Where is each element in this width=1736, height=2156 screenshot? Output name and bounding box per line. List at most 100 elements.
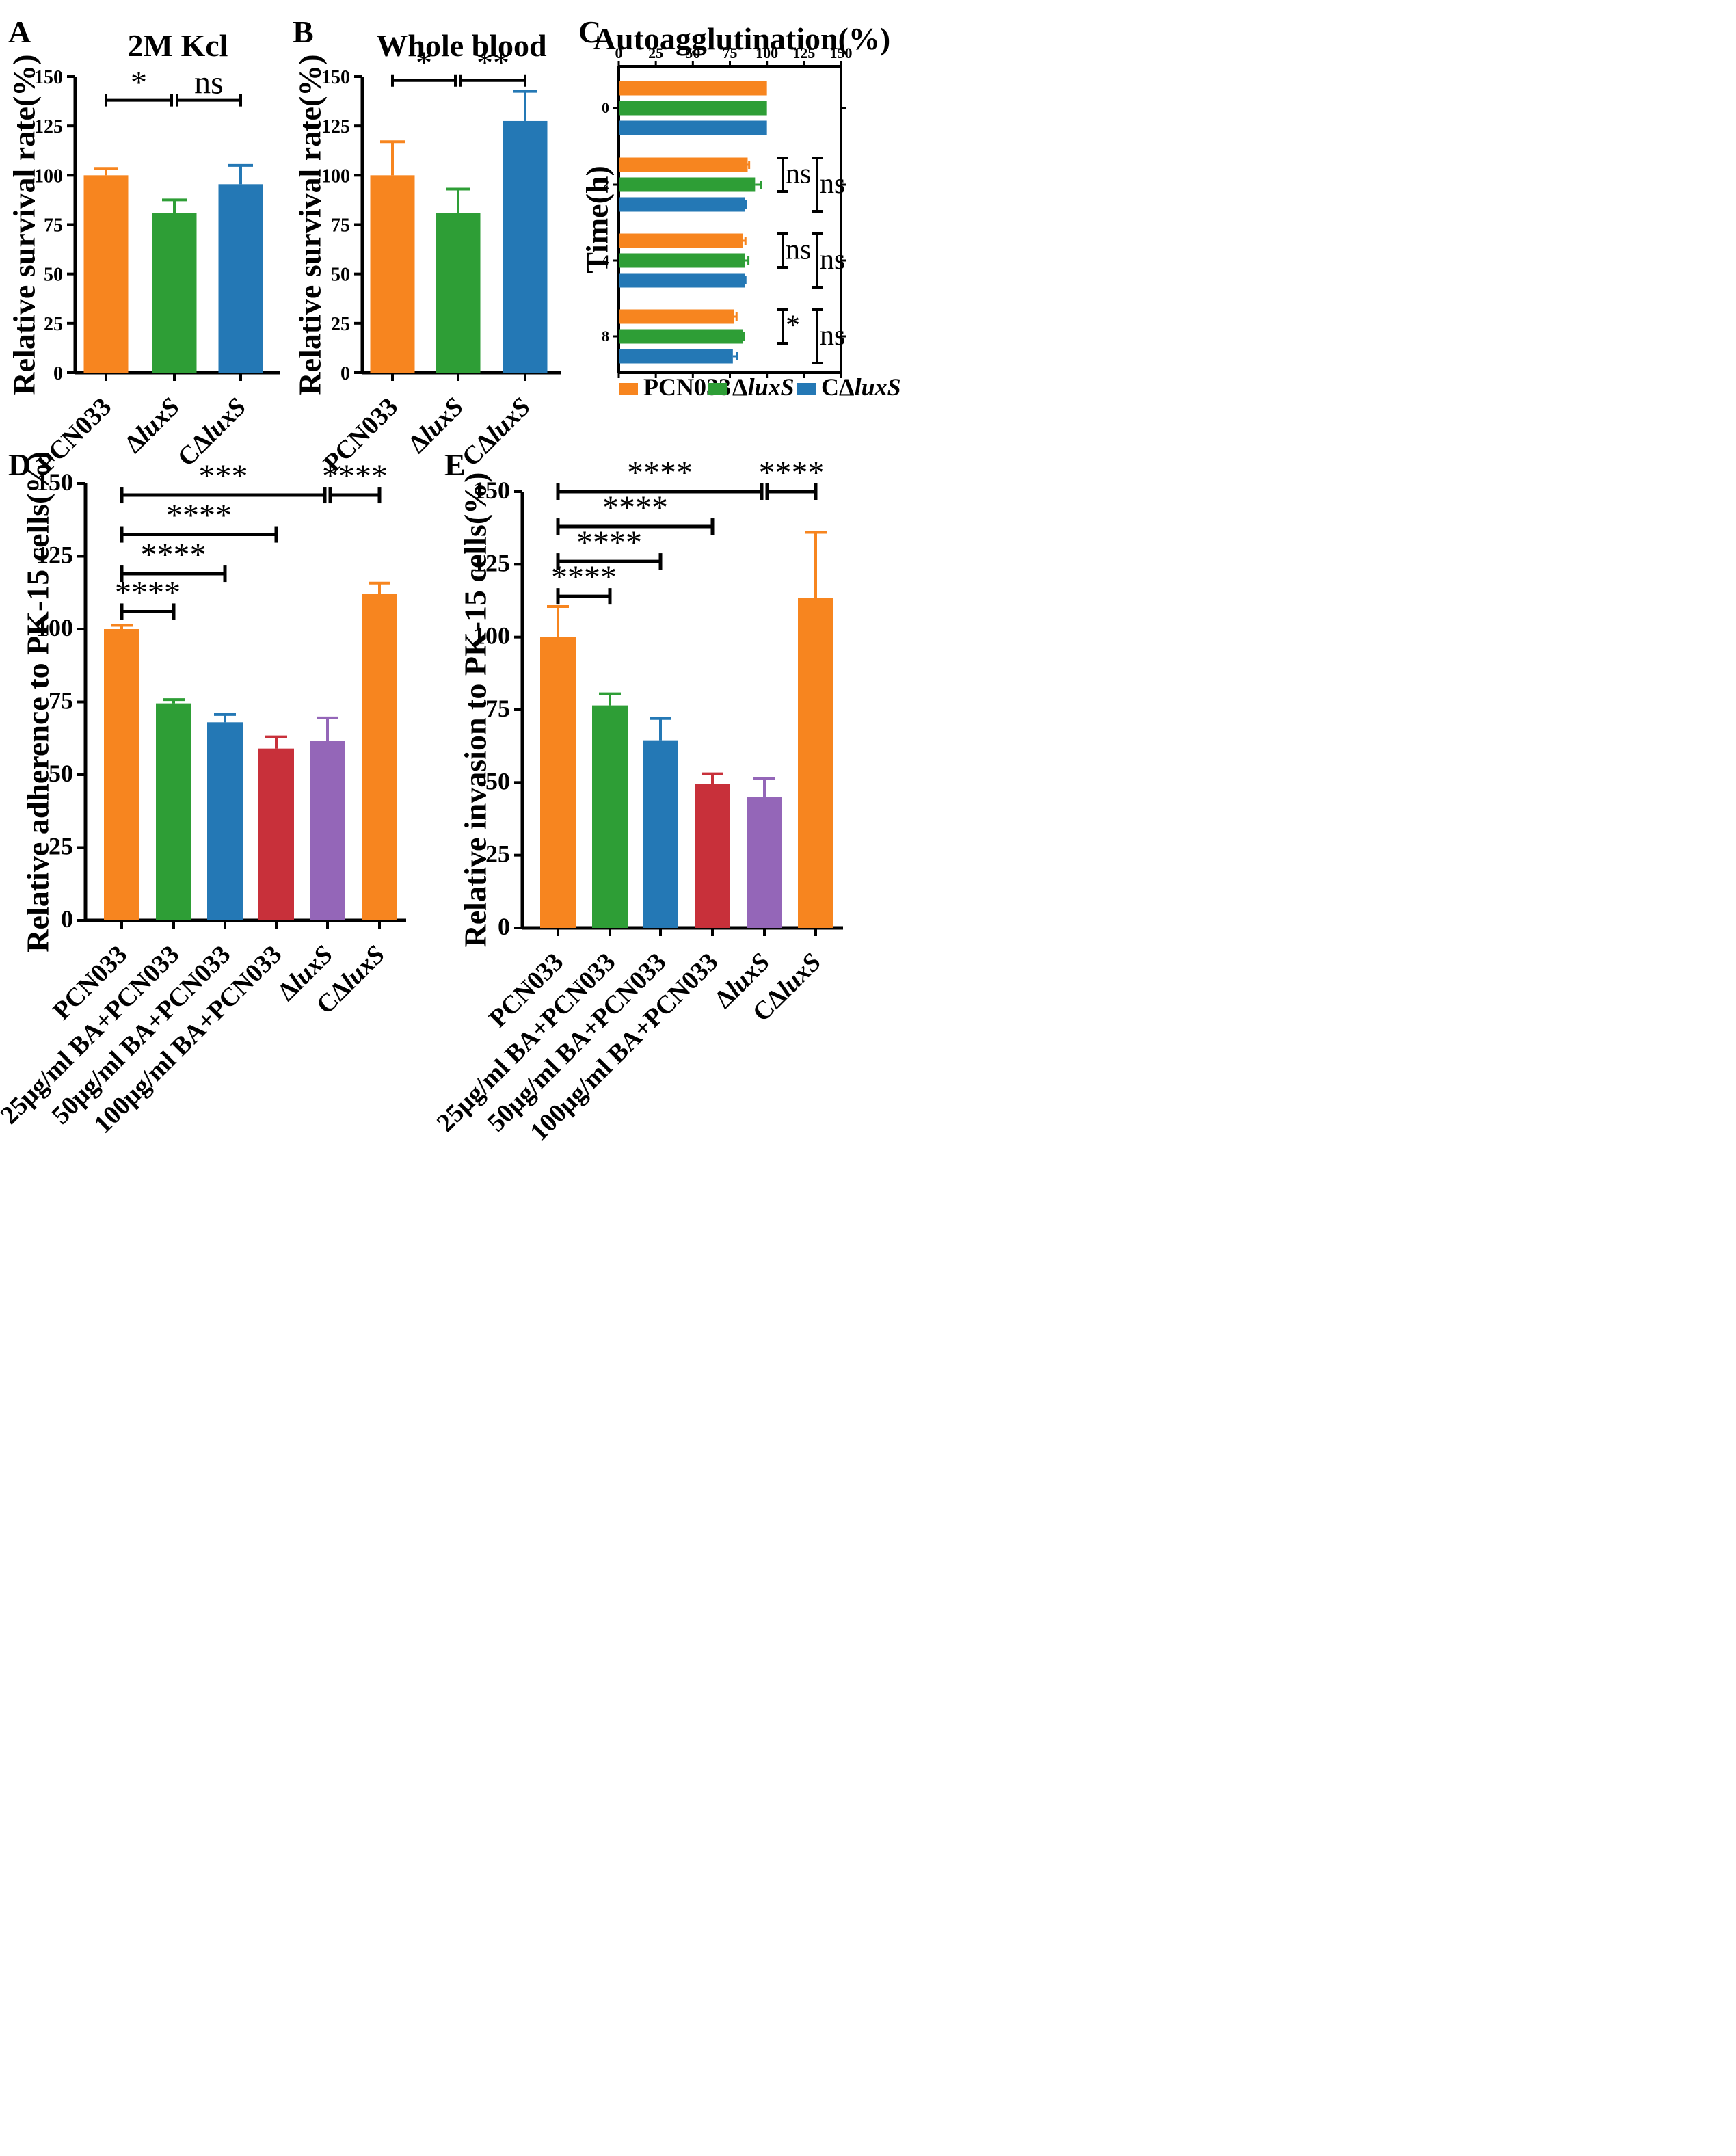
significance-label: * (786, 310, 800, 342)
significance-label: **** (576, 524, 642, 561)
significance-label: **** (115, 574, 181, 611)
panel-a-bar-chart: A 2M Kcl Relative survival rate(%) 0 25 50 75 1… (7, 14, 280, 478)
bar (619, 273, 745, 288)
category-label: CΔluxS (457, 392, 537, 473)
legend-swatch (708, 383, 727, 395)
legend-swatch (797, 383, 816, 395)
group-label: 2 (602, 176, 609, 193)
x-tick-label: 0 (615, 44, 623, 62)
bar (156, 703, 191, 920)
y-tick-label: 150 (36, 468, 73, 496)
bar (747, 797, 782, 928)
bar (619, 309, 734, 324)
significance-label: **** (141, 537, 206, 573)
bar (104, 629, 139, 920)
bar (619, 329, 743, 344)
panel-label-d: D (8, 447, 31, 482)
significance-label: **** (602, 490, 668, 526)
bar (592, 705, 628, 928)
y-axis-label: Relative invasion to PK-15 cells(%) (458, 472, 493, 947)
panel-label-e: E (444, 447, 466, 482)
significance-label: **** (759, 455, 825, 491)
legend-label: ΔluxS (732, 373, 794, 401)
bar (619, 233, 743, 248)
y-tick-label: 0 (53, 363, 63, 384)
bar (310, 741, 345, 920)
significance-label: *** (199, 458, 248, 494)
significance-label: **** (551, 559, 617, 596)
x-tick-label: 50 (685, 44, 700, 62)
significance-label: ** (477, 45, 509, 81)
significance-label: ns (786, 159, 811, 190)
significance-label: **** (166, 498, 232, 534)
bar (798, 598, 833, 928)
y-tick-label: 75 (44, 215, 63, 237)
y-axis-label: Relative survival rate(%) (7, 54, 42, 395)
significance-label: * (416, 45, 432, 81)
chart-title: 2M Kcl (128, 28, 228, 63)
bar (619, 349, 733, 364)
y-tick-label: 25 (331, 314, 350, 335)
x-tick-label: 125 (792, 44, 815, 62)
bar (370, 175, 415, 373)
y-tick-label: 0 (498, 913, 510, 940)
bar (503, 120, 548, 373)
y-tick-label: 100 (34, 165, 63, 187)
significance-label: **** (322, 458, 388, 494)
bar (619, 120, 767, 135)
x-tick-label: 150 (830, 44, 853, 62)
y-axis-label: Relative adherence to PK-15 cells(%) (21, 451, 55, 952)
chart-title: Autoagglutination(%) (593, 21, 890, 56)
group-label: 8 (602, 328, 609, 345)
significance-label: ns (820, 168, 845, 200)
y-tick-label: 125 (34, 116, 63, 137)
y-tick-label: 100 (473, 622, 510, 650)
y-tick-label: 100 (321, 165, 350, 187)
y-tick-label: 100 (36, 614, 73, 641)
bar (643, 740, 678, 928)
x-tick-label: 100 (756, 44, 778, 62)
y-tick-label: 150 (321, 67, 350, 88)
significance-label: * (131, 65, 147, 101)
bar (619, 81, 767, 96)
panel-b-bar-chart: B Whole blood Relative survival rate(%) 0 25… (293, 14, 561, 478)
bar (619, 177, 756, 192)
x-tick-label: 25 (648, 44, 663, 62)
bar (619, 253, 745, 268)
bar (152, 213, 197, 373)
group-label: 4 (602, 252, 609, 269)
chart-title: Whole blood (376, 28, 547, 63)
y-tick-label: 0 (340, 363, 350, 384)
y-tick-label: 150 (34, 67, 63, 88)
y-tick-label: 75 (331, 215, 350, 237)
y-tick-label: 25 (49, 833, 73, 860)
bar (83, 175, 129, 373)
y-tick-label: 125 (321, 116, 350, 137)
y-tick-label: 50 (49, 760, 73, 787)
bar (362, 594, 397, 920)
significance-label: ns (194, 65, 224, 101)
y-tick-label: 25 (44, 314, 63, 335)
y-tick-label: 50 (331, 265, 350, 286)
y-tick-label: 50 (44, 265, 63, 286)
y-tick-label: 25 (485, 840, 510, 868)
panel-label-a: A (8, 14, 31, 49)
y-tick-label: 150 (473, 477, 510, 504)
bar (436, 213, 481, 373)
y-tick-label: 125 (473, 549, 510, 576)
y-tick-label: 75 (485, 695, 510, 722)
significance-label: ns (786, 235, 811, 266)
group-label: 0 (602, 99, 609, 116)
panel-label-b: B (293, 14, 314, 49)
legend-label: CΔluxS (821, 373, 901, 401)
bar (218, 184, 263, 373)
significance-label: ns (820, 320, 845, 351)
legend-swatch (619, 383, 638, 395)
y-tick-label: 75 (49, 687, 73, 715)
significance-label: **** (627, 455, 693, 491)
y-tick-label: 125 (36, 542, 73, 569)
bar (207, 722, 243, 920)
